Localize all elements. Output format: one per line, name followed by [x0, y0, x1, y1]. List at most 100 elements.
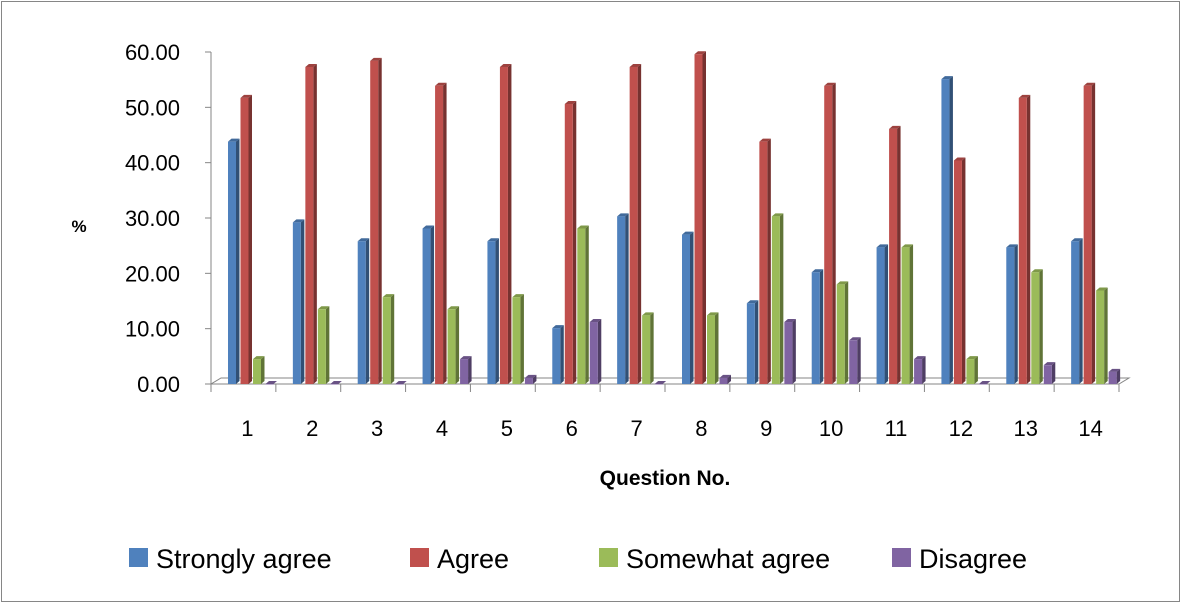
bar-front	[914, 359, 923, 384]
bar-side	[443, 82, 447, 385]
x-tick-label: 3	[371, 416, 383, 441]
x-tick-label: 4	[436, 416, 448, 441]
bar	[330, 381, 342, 385]
bar-front	[330, 384, 339, 385]
bar	[978, 381, 991, 385]
bar-top	[746, 300, 759, 304]
bar	[746, 300, 759, 384]
bar-side	[236, 138, 240, 384]
bar-side	[779, 213, 784, 384]
bar-top	[1043, 362, 1056, 366]
bar-front	[1083, 85, 1092, 385]
bar	[784, 319, 796, 384]
bar	[524, 374, 537, 384]
bar-top	[824, 82, 836, 86]
bar	[228, 138, 240, 384]
bar-top	[524, 374, 537, 378]
bar-top	[1031, 269, 1043, 273]
bar	[422, 225, 435, 384]
bar-front	[1043, 365, 1052, 384]
bar-top	[512, 294, 524, 298]
bar	[901, 244, 914, 384]
legend: Strongly agree Agree Somewhat agree Disagre…	[129, 544, 1027, 574]
bar-front	[759, 141, 768, 384]
legend-swatch	[599, 548, 618, 567]
bar-side	[597, 319, 602, 384]
bar	[460, 356, 472, 384]
bar-front	[382, 297, 391, 384]
bar-top	[901, 244, 914, 248]
legend-label: Somewhat agree	[626, 544, 830, 574]
bar-front	[746, 303, 755, 384]
axes	[205, 51, 1131, 392]
bar	[292, 219, 305, 384]
bar	[317, 306, 330, 384]
bar-top	[357, 238, 370, 242]
bar	[1006, 244, 1018, 384]
legend-swatch	[892, 548, 911, 567]
bar-side	[857, 337, 861, 384]
bar-side	[1039, 269, 1043, 384]
bar	[642, 312, 654, 384]
bar	[552, 325, 564, 384]
bar-front	[512, 297, 521, 384]
bar-front	[422, 228, 431, 384]
bar-top	[1071, 238, 1083, 242]
bar-front	[966, 359, 975, 384]
bar-top	[447, 306, 460, 310]
bar-front	[876, 247, 885, 384]
bar-front	[629, 66, 638, 384]
legend-swatch	[410, 548, 429, 567]
bar-front	[694, 54, 703, 385]
bar-side	[702, 51, 706, 385]
bar-side	[532, 374, 537, 384]
bar	[707, 312, 719, 384]
bar	[577, 225, 589, 384]
bar-front	[305, 66, 314, 384]
bar	[876, 244, 889, 384]
legend-item: Somewhat agree	[599, 544, 830, 574]
x-tick-label: 1	[241, 416, 253, 441]
x-tick-label: 8	[695, 416, 707, 441]
bar-side	[585, 225, 589, 384]
bar-side	[1091, 82, 1096, 385]
bar-side	[560, 325, 564, 384]
bar-front	[1018, 97, 1027, 384]
bar-top	[552, 325, 564, 329]
legend-item: Agree	[410, 544, 509, 574]
bar	[966, 356, 978, 384]
bar	[447, 306, 460, 384]
bar-front	[589, 322, 598, 384]
x-tick-label: 13	[1013, 416, 1037, 441]
legend-item: Disagree	[892, 544, 1027, 574]
bar-top	[642, 312, 654, 316]
bar-front	[552, 328, 561, 384]
bar	[629, 63, 642, 384]
bar-side	[430, 225, 435, 384]
bar-front	[395, 384, 404, 385]
bar-side	[572, 101, 577, 384]
bar-side	[650, 312, 654, 384]
x-tick-label: 6	[566, 416, 578, 441]
bar	[953, 157, 966, 384]
bar	[836, 281, 849, 384]
x-tick-label: 2	[306, 416, 318, 441]
bar-front	[889, 128, 898, 384]
bar-side	[1026, 94, 1031, 384]
bar-front	[642, 315, 651, 384]
bar	[759, 138, 771, 384]
bar-side	[365, 238, 370, 384]
bar-front	[564, 104, 573, 384]
y-tick-label: 30.00	[125, 206, 180, 231]
bar-side	[313, 63, 317, 384]
bar	[240, 94, 252, 384]
bar-top	[914, 356, 926, 360]
x-tick-label: 9	[760, 416, 772, 441]
bar	[370, 57, 382, 384]
bar	[1083, 82, 1096, 385]
bar	[382, 294, 395, 384]
bar-top	[589, 319, 602, 323]
bar-top	[460, 356, 472, 360]
